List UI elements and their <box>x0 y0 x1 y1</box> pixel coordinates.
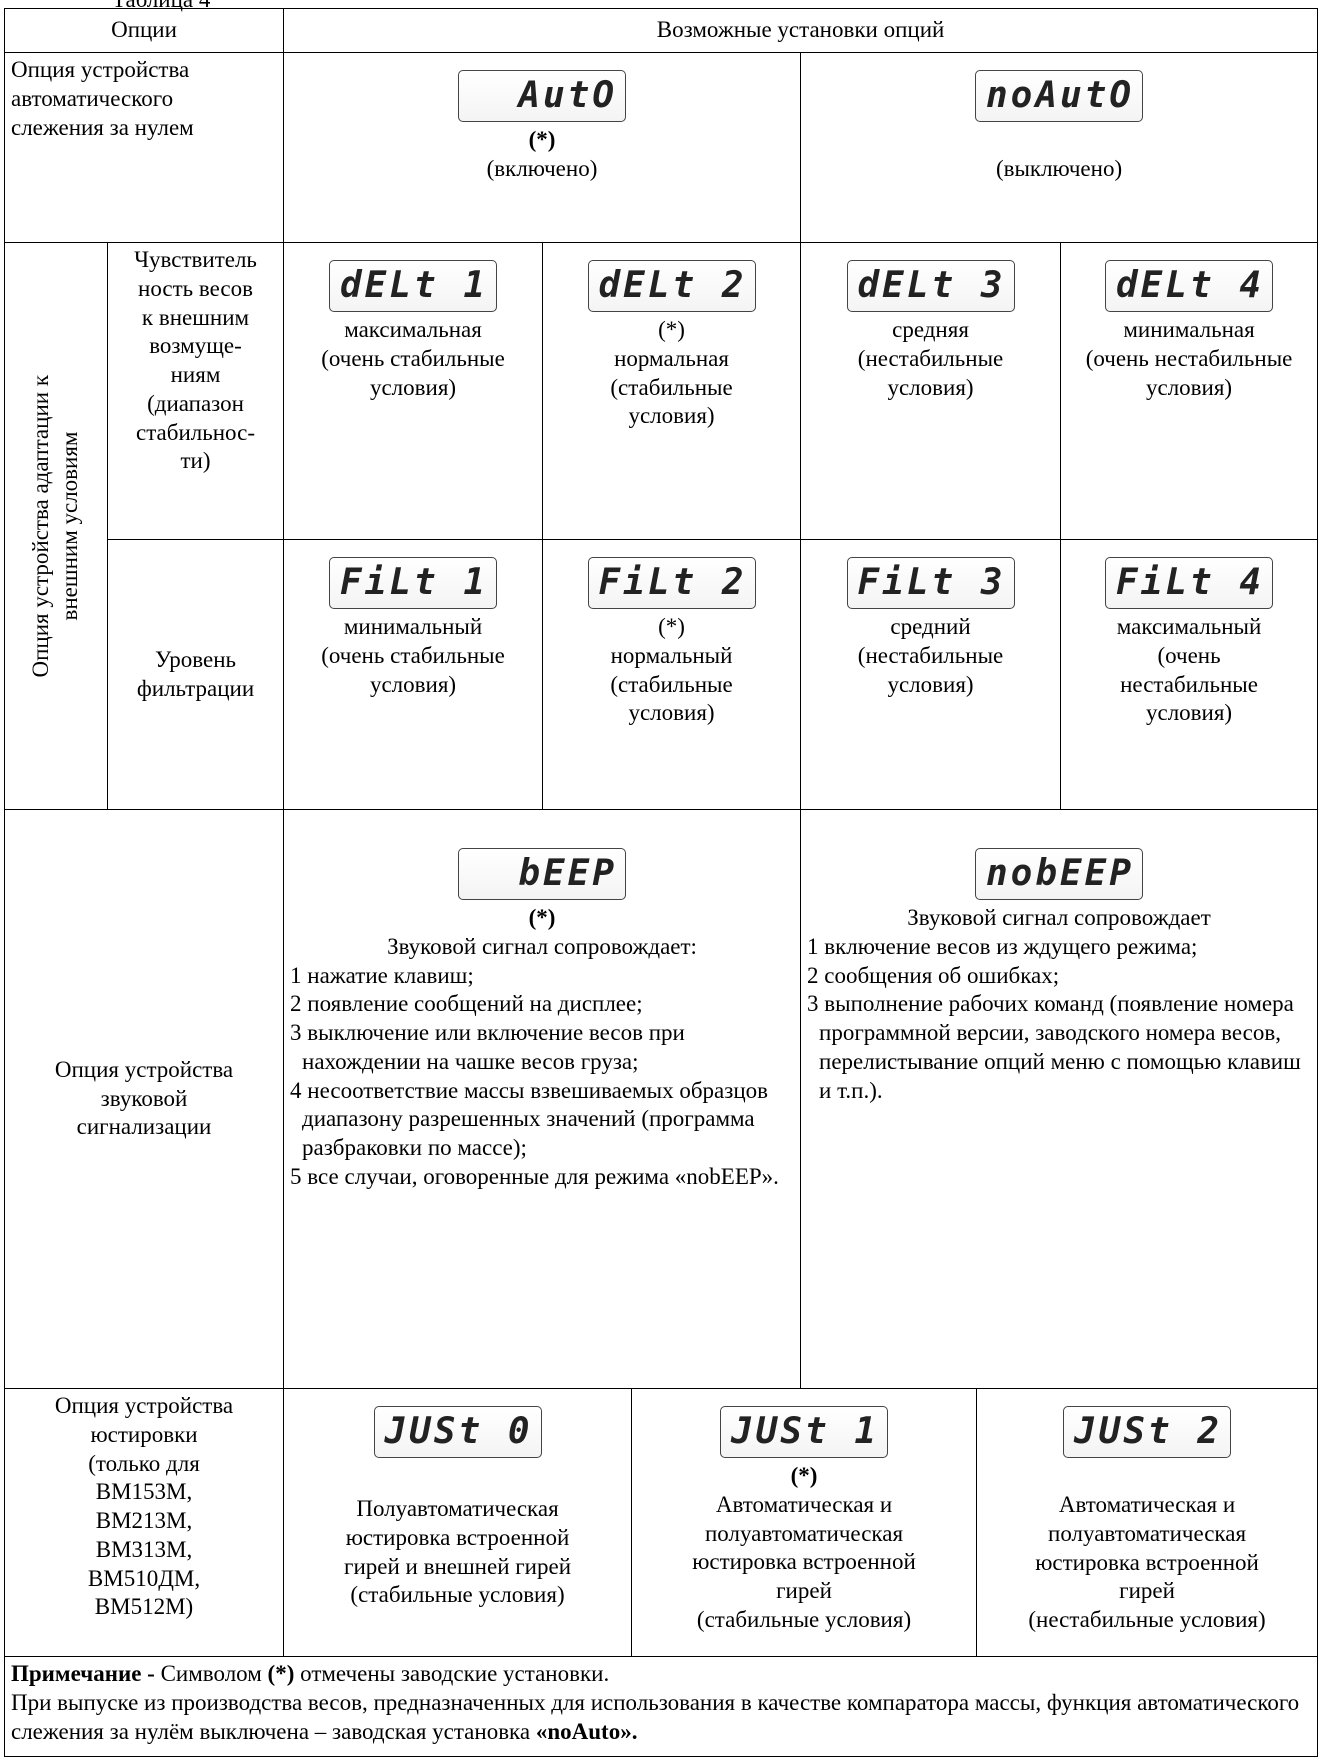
setting-cell: FiLt 1 минимальный (очень стабильные усло… <box>283 539 544 810</box>
setting-intro: Звуковой сигнал сопровождает: <box>387 933 697 959</box>
setting-text: Автоматическая и полуавтоматическая юсти… <box>1028 1492 1266 1632</box>
list-item: 1 нажатие клавиш; <box>290 962 474 988</box>
option-label: Чувствитель ность весов к внешним возмущ… <box>106 242 285 540</box>
setting-text: Полуавтоматическая юстировка встроенной … <box>344 1496 572 1608</box>
setting-text: (выключено) <box>995 156 1123 181</box>
header-row: Опции Возможные установки опций <box>3 8 1319 53</box>
setting-list: 1 включение весов из ждущего режима; 2 со… <box>807 933 1311 1106</box>
lcd-display: JUSt 2 <box>1063 1406 1232 1458</box>
note-text: При выпуске из производства весов, предн… <box>11 1689 1300 1744</box>
header-cell: Опции <box>3 8 285 53</box>
lcd-display: dELt 1 <box>329 260 498 312</box>
setting-text: максимальная (очень стабильные условия) <box>321 317 505 400</box>
just-row: Опция устройства юстировки (только для В… <box>3 1388 1319 1657</box>
setting-cell: JUSt 0 Полуавтоматическая юстировка встро… <box>283 1388 633 1657</box>
option-label: Опция устройства автоматического слежени… <box>3 52 285 243</box>
note-cell: Примечание - Символом (*) отмечены завод… <box>3 1656 1319 1757</box>
auto-row: Опция устройства автоматического слежени… <box>3 52 1319 243</box>
setting-list: 1 нажатие клавиш; 2 появление сообщений н… <box>290 962 794 1192</box>
note-label: Примечание - <box>11 1661 155 1686</box>
setting-cell: FiLt 4 максимальный (очень нестабильные у… <box>1060 539 1319 810</box>
setting-text: средняя (нестабильные условия) <box>857 317 1004 400</box>
option-label: Опция устройства звуковой сигнализации <box>3 809 285 1389</box>
lcd-display: noAutO <box>975 70 1144 122</box>
list-item: 5 все случаи, оговоренные для режима «no… <box>290 1163 779 1189</box>
setting-cell: dELt 3 средняя (нестабильные условия) <box>800 242 1062 540</box>
list-item: 2 сообщения об ошибках; <box>807 962 1060 988</box>
setting-cell: dELt 1 максимальная (очень стабильные усл… <box>283 242 544 540</box>
option-label: Уровень фильтрации <box>106 539 285 810</box>
list-item: 3 выключение или включение весов при нах… <box>290 1020 685 1074</box>
lcd-display: JUSt 1 <box>720 1406 889 1458</box>
lcd-display: dELt 4 <box>1105 260 1274 312</box>
factory-mark: (*) <box>267 1661 295 1686</box>
group-label-cell: Опция устройства адаптации к внешним усл… <box>4 242 108 810</box>
setting-cell: JUSt 1 (*) Автоматическая и полуавтоматиче… <box>631 1388 978 1657</box>
sensitivity-row: Опция устройства адаптации к внешним усл… <box>4 242 1319 810</box>
lcd-display: bEEP <box>458 848 627 900</box>
setting-text: средний (нестабильные условия) <box>857 614 1004 697</box>
setting-text: минимальная (очень нестабильные условия) <box>1085 317 1293 400</box>
beep-row: Опция устройства звуковой сигнализации b… <box>3 809 1319 1389</box>
setting-text: нормальный (стабильные условия) <box>610 642 733 726</box>
setting-intro: Звуковой сигнал сопровождает <box>907 905 1211 930</box>
lcd-display: AutO <box>458 70 627 122</box>
setting-cell: AutO (*) (включено) <box>283 52 802 243</box>
lcd-display: FiLt 4 <box>1105 557 1274 609</box>
setting-text: Автоматическая и полуавтоматическая юсти… <box>692 1491 916 1632</box>
setting-cell: dELt 4 минимальная (очень нестабильные ус… <box>1060 242 1319 540</box>
setting-cell: FiLt 3 средний (нестабильные условия) <box>800 539 1062 810</box>
lcd-display: FiLt 3 <box>846 557 1015 609</box>
setting-cell: dELt 2 (*) нормальная (стабильные условия) <box>542 242 802 540</box>
lcd-display: nobEEP <box>975 848 1144 900</box>
options-table: Опции Возможные установки опций Опция ус… <box>3 8 1319 1757</box>
note-row: Примечание - Символом (*) отмечены завод… <box>3 1656 1319 1757</box>
note-value: «noAuto». <box>535 1718 638 1744</box>
lcd-display: dELt 2 <box>587 260 756 312</box>
setting-cell: JUSt 2 Автоматическая и полуавтоматическа… <box>976 1388 1319 1657</box>
lcd-display: FiLt 2 <box>587 557 756 609</box>
factory-mark: (*) <box>790 1463 818 1488</box>
setting-cell: bEEP (*) Звуковой сигнал сопровождает: 1 на… <box>283 809 802 1389</box>
note-text: Символом <box>160 1661 262 1686</box>
lcd-display: FiLt 1 <box>329 557 498 609</box>
factory-mark: (*) <box>658 614 685 639</box>
header-cell: Возможные установки опций <box>283 8 1319 53</box>
factory-mark: (*) <box>528 905 556 930</box>
lcd-display: JUSt 0 <box>373 1406 542 1458</box>
option-label: Опция устройства юстировки (только для В… <box>3 1388 285 1657</box>
filter-row: Уровень фильтрации FiLt 1 минимальный (оч… <box>5 539 1319 810</box>
setting-cell: noAutO (выключено) <box>800 52 1319 243</box>
setting-text: максимальный (очень нестабильные условия… <box>1116 614 1262 726</box>
factory-mark: (*) <box>528 127 556 152</box>
list-item: 3 выполнение рабочих команд (появление н… <box>807 991 1301 1103</box>
list-item: 4 несоответствие массы взвешиваемых обра… <box>290 1077 768 1161</box>
setting-cell: nobEEP Звуковой сигнал сопровождает 1 вклю… <box>800 809 1319 1389</box>
list-item: 2 появление сообщений на дисплее; <box>290 991 643 1017</box>
factory-mark: (*) <box>658 317 685 342</box>
setting-text: нормальная (стабильные условия) <box>610 345 733 429</box>
setting-text: минимальный (очень стабильные условия) <box>321 614 505 697</box>
lcd-display: dELt 3 <box>846 260 1015 312</box>
list-item: 1 включение весов из ждущего режима; <box>807 933 1198 959</box>
group-label: Опция устройства адаптации к внешним усл… <box>28 374 82 678</box>
setting-cell: FiLt 2 (*) нормальный (стабильные условия) <box>542 539 802 810</box>
note-text: отмечены заводские установки. <box>300 1661 610 1686</box>
setting-text: (включено) <box>486 155 598 181</box>
